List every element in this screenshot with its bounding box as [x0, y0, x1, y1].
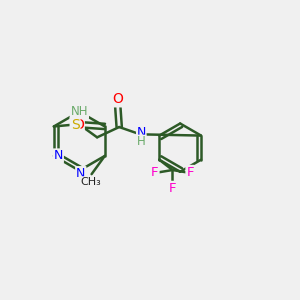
- Text: O: O: [112, 92, 123, 106]
- Text: F: F: [151, 166, 159, 179]
- Text: N: N: [76, 167, 86, 180]
- Text: H: H: [137, 135, 146, 148]
- Text: NH: NH: [70, 105, 88, 118]
- Text: O: O: [73, 118, 84, 132]
- Text: CH₃: CH₃: [81, 177, 101, 187]
- Text: F: F: [186, 166, 194, 179]
- Text: N: N: [136, 125, 146, 139]
- Text: N: N: [54, 149, 63, 162]
- Text: F: F: [169, 182, 176, 195]
- Text: S: S: [71, 118, 80, 132]
